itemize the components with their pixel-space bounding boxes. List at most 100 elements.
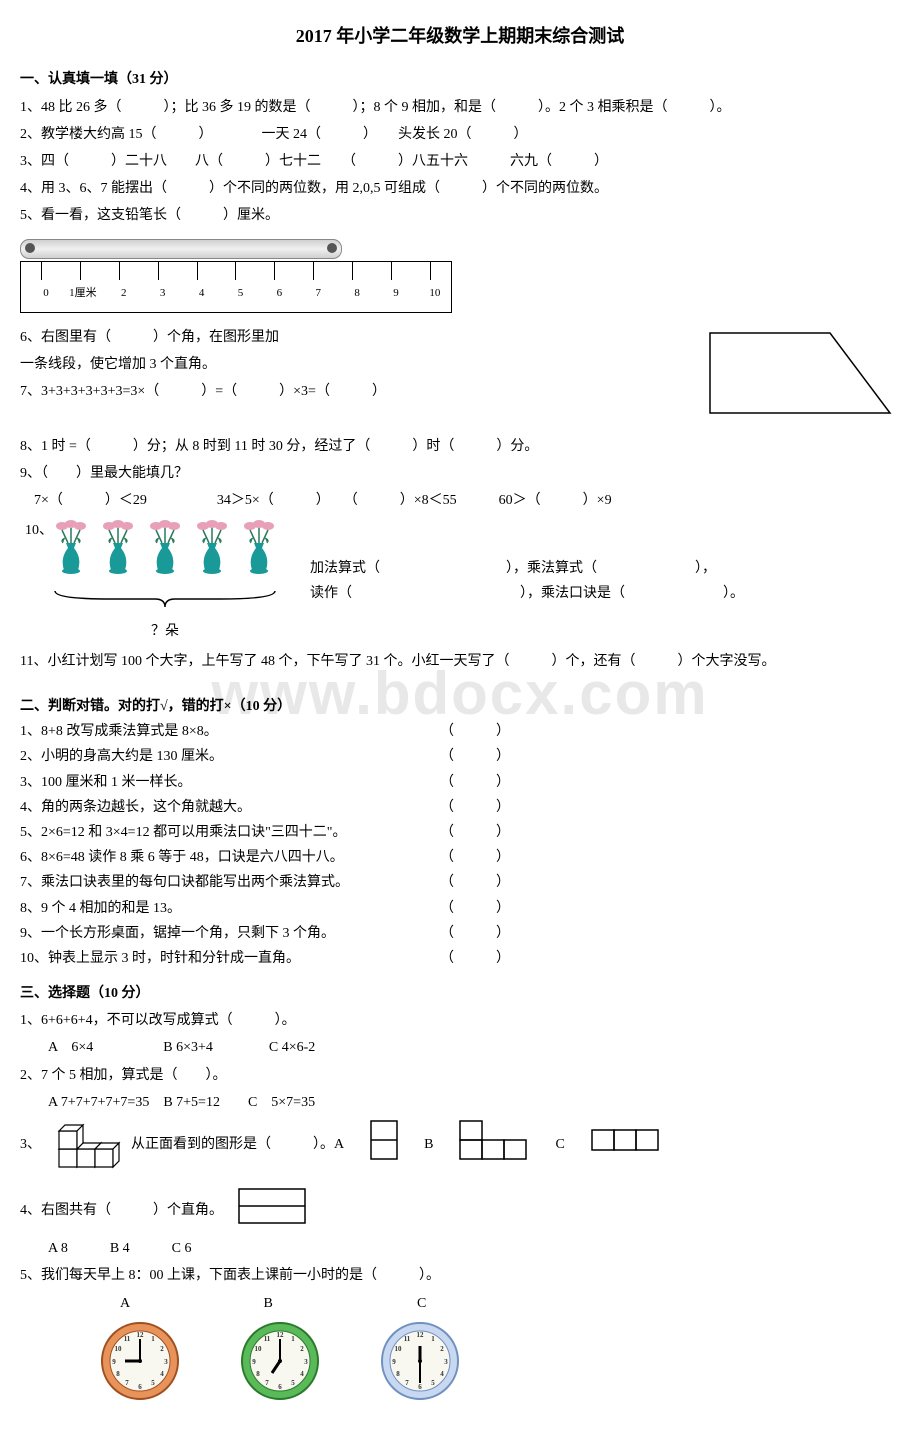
judge-8-paren: （ ）	[440, 896, 520, 921]
trapezoid-figure	[700, 323, 900, 432]
tick-2: 2	[114, 284, 134, 304]
svg-text:2: 2	[440, 1345, 444, 1353]
q1-9: 9、（ ）里最大能填几？	[20, 461, 900, 486]
section1-header: 一、认真填一填（31 分）	[20, 67, 900, 92]
tick-6: 6	[269, 284, 289, 304]
q1-6a: 6、右图里有（ ）个角，在图形里加	[20, 325, 680, 350]
svg-text:2: 2	[300, 1345, 304, 1353]
clock-label-a: A	[120, 1291, 260, 1316]
q1-3: 3、四（ ）二十八 八（ ）七十二 （ ）八五十六 六九（ ）	[20, 149, 900, 174]
svg-text:11: 11	[124, 1335, 131, 1343]
svg-text:5: 5	[151, 1379, 155, 1387]
q1-9a: 7×（ ）＜29 34＞5×（ ） （ ）×8＜55 60＞（ ）×9	[20, 488, 900, 513]
judge-2-paren: （ ）	[440, 744, 520, 769]
svg-text:1: 1	[431, 1335, 435, 1343]
tick-10: 10	[425, 284, 445, 304]
judge-7: 7、乘法口诀表里的每句口诀都能写出两个乘法算式。	[20, 870, 440, 895]
cubes-figure	[51, 1117, 121, 1172]
q3-2: 2、7 个 5 相加，算式是（ ）。	[20, 1063, 900, 1088]
svg-text:3: 3	[444, 1358, 448, 1366]
clock-a: 1212 345 678 91011	[100, 1321, 180, 1410]
svg-text:9: 9	[112, 1358, 116, 1366]
section2-header: 二、判断对错。对的打√，错的打×（10 分）	[20, 694, 900, 719]
q1-2: 2、教学楼大约高 15（ ） 一天 24（ ） 头发长 20（ ）	[20, 122, 900, 147]
svg-text:5: 5	[291, 1379, 295, 1387]
q1-4: 4、用 3、6、7 能摆出（ ）个不同的两位数，用 2,0,5 可组成（ ）个不…	[20, 176, 900, 201]
q3-5: 5、我们每天早上 8：00 上课，下面表上课前一小时的是（ ）。	[20, 1263, 900, 1288]
svg-text:10: 10	[395, 1345, 403, 1353]
svg-text:11: 11	[264, 1335, 271, 1343]
q1-6b: 一条线段，使它增加 3 个直角。	[20, 352, 680, 377]
judge-6-paren: （ ）	[440, 845, 520, 870]
tick-5: 5	[230, 284, 250, 304]
q3-3-c: C	[555, 1132, 564, 1157]
judge-2: 2、小明的身高大约是 130 厘米。	[20, 744, 440, 769]
q1-8: 8、1 时 =（ ）分；从 8 时到 11 时 30 分，经过了（ ）时（ ）分…	[20, 434, 900, 459]
svg-text:12: 12	[277, 1331, 285, 1339]
judge-8: 8、9 个 4 相加的和是 13。	[20, 896, 440, 921]
option-b-shape	[458, 1119, 530, 1170]
ruler-graphic: 0 1厘米 2 3 4 5 6 7 8 9 10	[20, 261, 452, 313]
q3-2-opts: A 7+7+7+7+7=35 B 7+5=12 C 5×7=35	[20, 1090, 900, 1115]
svg-text:4: 4	[300, 1370, 304, 1378]
section3-header: 三、选择题（10 分）	[20, 981, 900, 1006]
svg-text:3: 3	[304, 1358, 308, 1366]
judge-9-paren: （ ）	[440, 921, 520, 946]
svg-text:2: 2	[160, 1345, 164, 1353]
judge-3-paren: （ ）	[440, 770, 520, 795]
tick-0: 0	[36, 284, 56, 304]
svg-text:1: 1	[151, 1335, 155, 1343]
q3-3-b: B	[424, 1132, 433, 1157]
tick-1: 1厘米	[68, 284, 98, 304]
q1-11: 11、小红计划写 100 个大字，上午写了 48 个，下午写了 31 个。小红一…	[20, 649, 900, 674]
svg-text:10: 10	[255, 1345, 263, 1353]
svg-text:9: 9	[392, 1358, 396, 1366]
svg-text:10: 10	[115, 1345, 123, 1353]
svg-text:6: 6	[138, 1383, 142, 1391]
svg-text:5: 5	[431, 1379, 435, 1387]
tick-4: 4	[192, 284, 212, 304]
judge-10: 10、钟表上显示 3 时，时针和分针成一直角。	[20, 946, 440, 971]
judge-6: 6、8×6=48 读作 8 乘 6 等于 48，口诀是六八四十八。	[20, 845, 440, 870]
two-rect-figure	[237, 1187, 307, 1234]
svg-text:7: 7	[125, 1379, 129, 1387]
q3-3-text: 从正面看到的图形是（ ）。A	[131, 1132, 344, 1157]
option-c-shape	[590, 1128, 662, 1161]
q3-3-pre: 3、	[20, 1132, 41, 1157]
q1-10-label: 10、	[25, 518, 53, 543]
judge-4-paren: （ ）	[440, 795, 520, 820]
vases-figure	[50, 518, 280, 587]
judge-1-paren: （ ）	[440, 719, 520, 744]
judge-5: 5、2×6=12 和 3×4=12 都可以用乘法口诀"三四十二"。	[20, 820, 440, 845]
page-title: 2017 年小学二年级数学上期期末综合测试	[20, 20, 900, 52]
clock-b: 1212 345 678 91011	[240, 1321, 320, 1410]
judge-3: 3、100 厘米和 1 米一样长。	[20, 770, 440, 795]
clock-label-c: C	[417, 1291, 426, 1316]
clock-label-b: B	[264, 1291, 414, 1316]
q1-5: 5、看一看，这支铅笔长（ ）厘米。	[20, 203, 900, 228]
judge-5-paren: （ ）	[440, 820, 520, 845]
svg-text:8: 8	[116, 1370, 120, 1378]
svg-text:9: 9	[252, 1358, 256, 1366]
tick-8: 8	[347, 284, 367, 304]
option-a-shape	[369, 1119, 399, 1170]
svg-text:7: 7	[265, 1379, 269, 1387]
q1-7: 7、3+3+3+3+3+3=3×（ ）=（ ）×3=（ ）	[20, 379, 680, 404]
q1-10a: 加法算式（ ），乘法算式（ ），	[310, 556, 744, 581]
q1-10b: 读作（ ），乘法口诀是（ ）。	[310, 581, 744, 606]
pencil-graphic	[20, 239, 342, 259]
judge-7-paren: （ ）	[440, 870, 520, 895]
svg-text:1: 1	[291, 1335, 295, 1343]
q3-4-opts: A 8 B 4 C 6	[20, 1236, 900, 1261]
judge-4: 4、角的两条边越长，这个角就越大。	[20, 795, 440, 820]
svg-text:11: 11	[404, 1335, 411, 1343]
vase-bracket	[50, 589, 280, 618]
judge-1: 1、8+8 改写成乘法算式是 8×8。	[20, 719, 440, 744]
q1-1: 1、48 比 26 多（ ）；比 36 多 19 的数是（ ）；8 个 9 相加…	[20, 95, 900, 120]
svg-text:4: 4	[160, 1370, 164, 1378]
svg-text:3: 3	[164, 1358, 168, 1366]
svg-text:8: 8	[396, 1370, 400, 1378]
svg-text:12: 12	[417, 1331, 425, 1339]
tick-9: 9	[386, 284, 406, 304]
q3-1: 1、6+6+6+4，不可以改写成算式（ ）。	[20, 1008, 900, 1033]
